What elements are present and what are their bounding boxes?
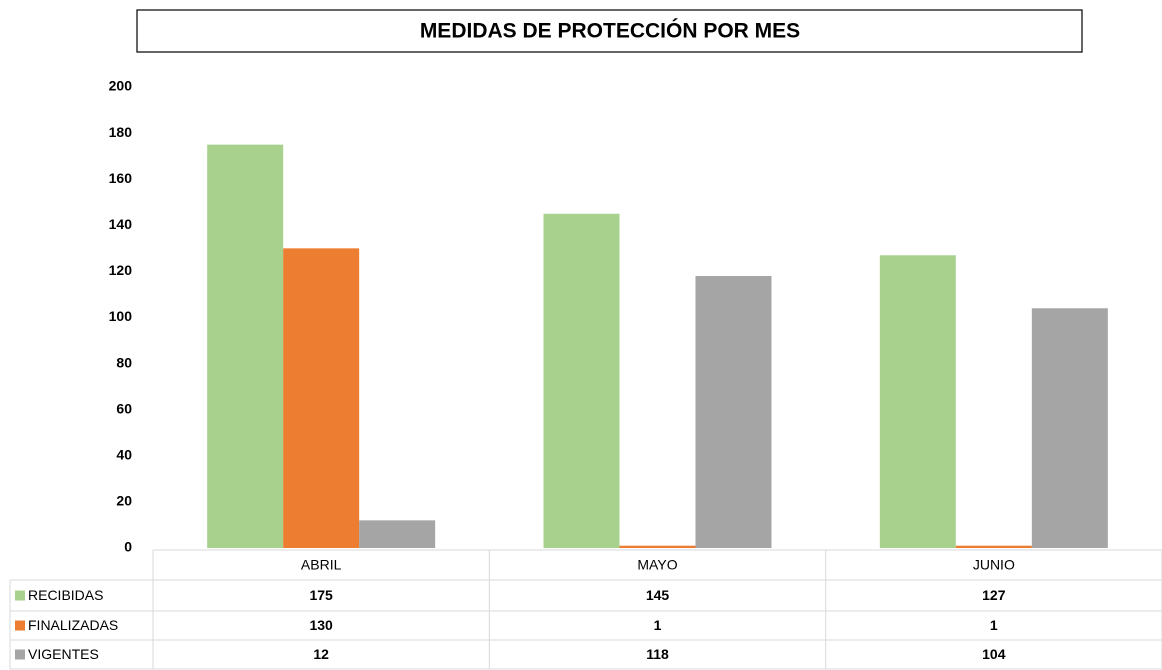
x-tick-label: MAYO [637,557,677,573]
table-value: 145 [646,587,670,603]
table-value: 130 [309,617,333,633]
legend-label: RECIBIDAS [28,587,103,603]
bar [695,276,772,548]
bar [619,545,696,548]
y-tick-label: 140 [109,216,133,232]
y-tick-label: 40 [116,447,132,463]
bar [879,255,956,548]
table-value: 1 [654,617,662,633]
chart-title: MEDIDAS DE PROTECCIÓN POR MES [420,19,800,43]
y-tick-label: 200 [109,78,133,94]
y-tick-label: 120 [109,262,133,278]
bar [543,213,620,548]
title-box [136,9,1083,53]
table-value: 175 [309,587,333,603]
table-value: 104 [982,646,1006,662]
legend-swatch [15,620,25,631]
y-tick-label: 100 [109,308,133,324]
legend-label: VIGENTES [28,646,99,662]
y-tick-label: 20 [116,493,132,509]
y-tick-label: 160 [109,170,133,186]
bar [207,144,284,548]
table-value: 12 [313,646,329,662]
y-tick-label: 60 [116,400,132,416]
table-value: 127 [982,587,1006,603]
table-value: 118 [646,646,669,662]
y-tick-label: 180 [109,124,133,140]
bar [1031,308,1108,548]
legend-swatch [15,649,25,660]
legend-label: FINALIZADAS [28,617,118,633]
bar [359,520,436,548]
bar [283,248,360,548]
y-tick-label: 80 [116,354,132,370]
bar [955,545,1032,548]
table-value: 1 [990,617,998,633]
x-tick-label: ABRIL [301,557,342,573]
legend-swatch [15,590,25,601]
y-tick-label: 0 [124,539,132,555]
x-tick-label: JUNIO [973,557,1015,573]
